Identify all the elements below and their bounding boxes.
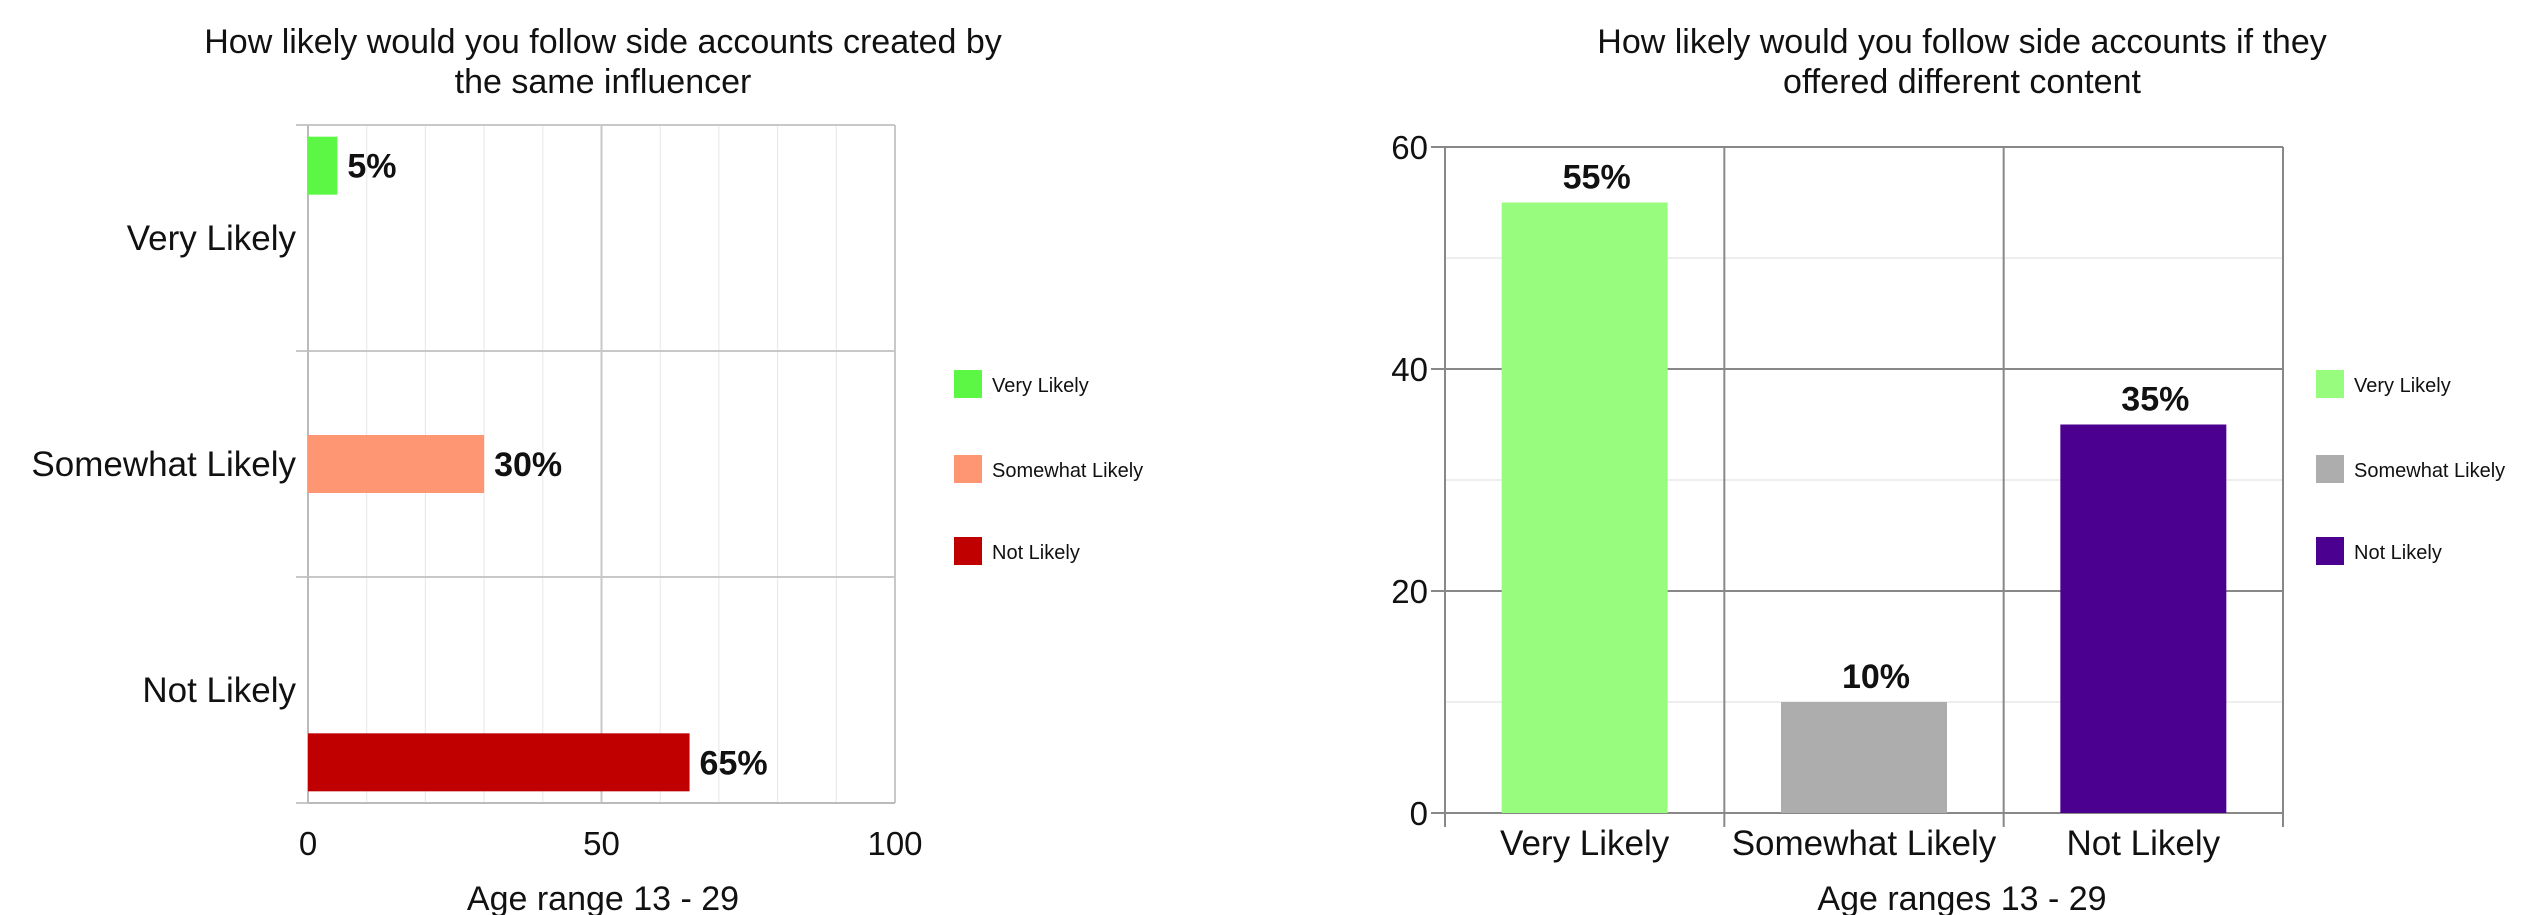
chart-title-line: How likely would you follow side account… — [204, 23, 1002, 61]
legend-swatch-not-likely — [2316, 537, 2344, 565]
legend-label-somewhat-likely: Somewhat Likely — [992, 460, 1143, 482]
y-tick-label: 20 — [1391, 573, 1428, 610]
x-axis-label: Age range 13 - 29 — [467, 880, 739, 915]
legend-label-not-likely: Not Likely — [992, 542, 1080, 564]
bar-somewhat-likely — [1781, 702, 1947, 813]
bar-very-likely — [1501, 202, 1668, 813]
chart-title-line: offered different content — [1783, 63, 2141, 101]
y-tick-label: 0 — [1410, 795, 1428, 832]
data-label-not-likely: 65% — [700, 744, 768, 782]
chart-title-line: How likely would you follow side account… — [1597, 23, 2326, 61]
category-label-somewhat-likely: Somewhat Likely — [31, 445, 296, 484]
legend-label-very-likely: Very Likely — [2354, 375, 2451, 397]
data-label-somewhat-likely: 10% — [1842, 658, 1910, 696]
legend: Very Likely Somewhat Likely Not Likely — [2316, 370, 2505, 565]
data-label-very-likely: 5% — [347, 148, 396, 186]
bar-somewhat-likely — [308, 435, 485, 493]
legend-swatch-very-likely — [954, 370, 982, 398]
x-tick-label: 100 — [867, 825, 922, 862]
data-label-not-likely: 35% — [2121, 381, 2189, 419]
legend-swatch-very-likely — [2316, 370, 2344, 398]
category-label-somewhat-likely: Somewhat Likely — [1732, 824, 1997, 863]
chart-title-line: the same influencer — [455, 63, 752, 101]
chart-vertical-likelihood: How likely would you follow side account… — [1391, 23, 2505, 915]
category-label-very-likely: Very Likely — [1500, 824, 1670, 863]
y-tick-label: 60 — [1391, 129, 1428, 166]
legend: Very Likely Somewhat Likely Not Likely — [954, 370, 1143, 565]
legend-swatch-somewhat-likely — [954, 455, 982, 483]
legend-label-very-likely: Very Likely — [992, 375, 1089, 397]
data-label-very-likely: 55% — [1563, 159, 1631, 197]
category-label-not-likely: Not Likely — [2066, 824, 2220, 863]
bar-not-likely — [308, 733, 690, 792]
data-label-somewhat-likely: 30% — [494, 446, 562, 484]
bar-very-likely — [308, 136, 338, 195]
legend-swatch-somewhat-likely — [2316, 455, 2344, 483]
x-tick-label: 0 — [299, 825, 317, 862]
category-label-not-likely: Not Likely — [142, 671, 296, 710]
legend-label-not-likely: Not Likely — [2354, 542, 2442, 564]
chart-horizontal-likelihood: How likely would you follow side account… — [31, 23, 1143, 915]
x-axis-label: Age ranges 13 - 29 — [1817, 880, 2106, 915]
legend-swatch-not-likely — [954, 537, 982, 565]
x-tick-label: 50 — [583, 825, 620, 862]
bar-not-likely — [2060, 424, 2227, 813]
y-tick-label: 40 — [1391, 351, 1428, 388]
legend-label-somewhat-likely: Somewhat Likely — [2354, 460, 2505, 482]
category-label-very-likely: Very Likely — [127, 219, 297, 258]
